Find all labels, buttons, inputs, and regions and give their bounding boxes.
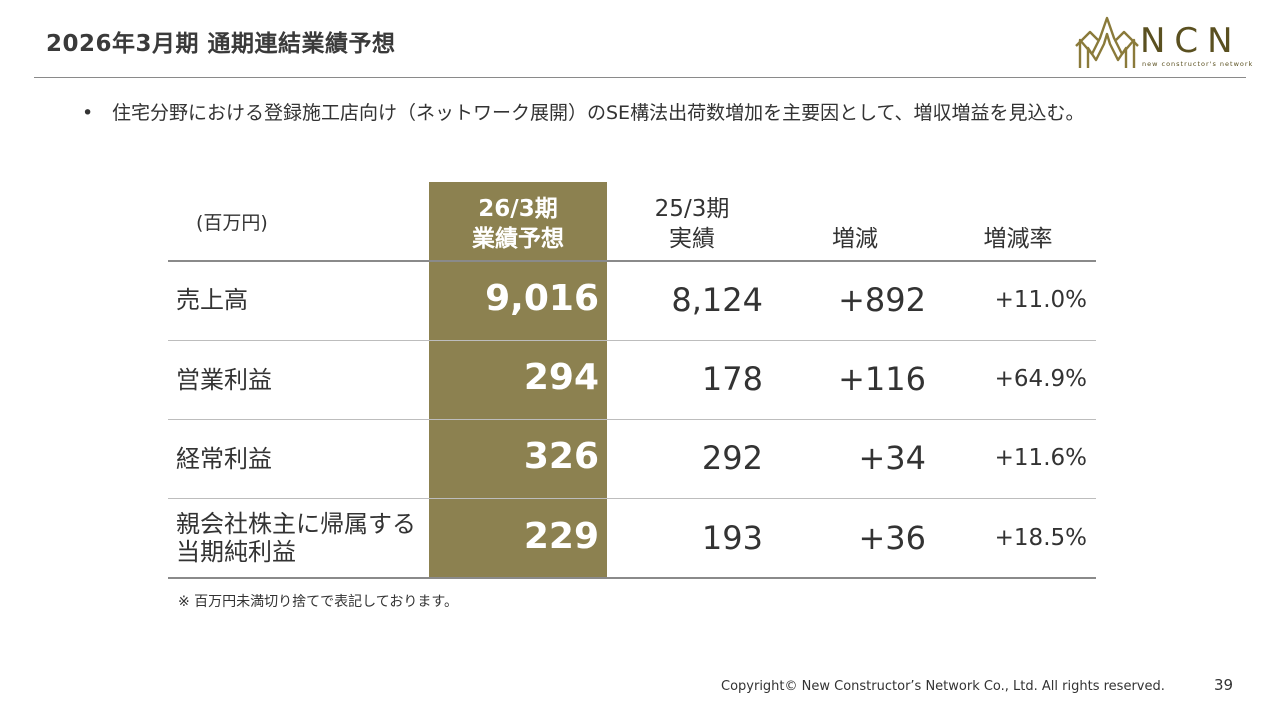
row-label-ordinary-profit: 経常利益: [176, 445, 272, 473]
summary-bullet: • 住宅分野における登録施工店向け（ネットワーク展開）のSE構法出荷数増加を主要因…: [82, 98, 1085, 125]
header-forecast: 26/3期 業績予想: [429, 194, 607, 254]
row-label-sales: 売上高: [176, 286, 248, 314]
row-divider: [168, 340, 1096, 341]
table-bottom-rule: [168, 577, 1096, 579]
cell-sales-change: +892: [838, 281, 926, 319]
copyright-text: Copyright© New Constructor’s Network Co.…: [721, 679, 1165, 694]
cell-sales-rate: +11.0%: [994, 287, 1087, 313]
header-forecast-line1: 26/3期: [478, 196, 558, 222]
cell-net-income-actual: 193: [701, 519, 763, 557]
row-label-net-income-line2: 当期純利益: [176, 538, 296, 566]
cell-ordinary-profit-forecast: 326: [523, 436, 599, 477]
header-forecast-line2: 業績予想: [472, 226, 564, 252]
cell-ordinary-profit-change: +34: [858, 439, 926, 477]
cell-operating-profit-rate: +64.9%: [994, 366, 1087, 392]
cell-ordinary-profit-actual: 292: [701, 439, 763, 477]
header-rate: 増減率: [983, 226, 1053, 252]
table-header-rule: [168, 260, 1096, 262]
footnote: ※ 百万円未満切り捨てで表記しております。: [178, 594, 458, 610]
company-logo: NCN new constructor's network: [1074, 10, 1252, 72]
header-change: 増減: [832, 226, 878, 252]
row-label-net-income-line1: 親会社株主に帰属する: [176, 510, 416, 538]
header-divider: [34, 77, 1246, 78]
row-divider: [168, 498, 1096, 499]
forecast-table: (百万円) 26/3期 業績予想 25/3期 実績 増減 増減率 売上高 9,0…: [168, 182, 1096, 580]
bullet-text: 住宅分野における登録施工店向け（ネットワーク展開）のSE構法出荷数増加を主要因と…: [112, 102, 1085, 124]
cell-sales-forecast: 9,016: [485, 278, 599, 319]
page-number: 39: [1214, 676, 1234, 694]
cell-net-income-forecast: 229: [523, 516, 599, 557]
row-label-operating-profit: 営業利益: [176, 366, 272, 394]
row-divider: [168, 419, 1096, 420]
cell-net-income-change: +36: [858, 519, 926, 557]
cell-operating-profit-actual: 178: [701, 360, 763, 398]
header-actual-line2: 実績: [669, 226, 715, 252]
cell-operating-profit-forecast: 294: [523, 357, 599, 398]
logo-subtext: new constructor's network: [1142, 60, 1254, 68]
header-actual-line1: 25/3期: [654, 196, 730, 222]
page-title: 2026年3月期 通期連結業績予想: [46, 31, 396, 57]
header-actual: 25/3期 実績: [617, 194, 767, 254]
cell-net-income-rate: +18.5%: [994, 525, 1087, 551]
cell-operating-profit-change: +116: [838, 360, 926, 398]
unit-label: (百万円): [196, 212, 268, 234]
cell-ordinary-profit-rate: +11.6%: [994, 445, 1087, 471]
cell-sales-actual: 8,124: [671, 281, 763, 319]
forecast-column-highlight: [429, 182, 607, 578]
logo-mark-icon: [1075, 16, 1139, 68]
logo-text: NCN: [1140, 21, 1242, 61]
bullet-marker: •: [82, 102, 94, 124]
row-label-net-income: 親会社株主に帰属する 当期純利益: [176, 510, 416, 566]
